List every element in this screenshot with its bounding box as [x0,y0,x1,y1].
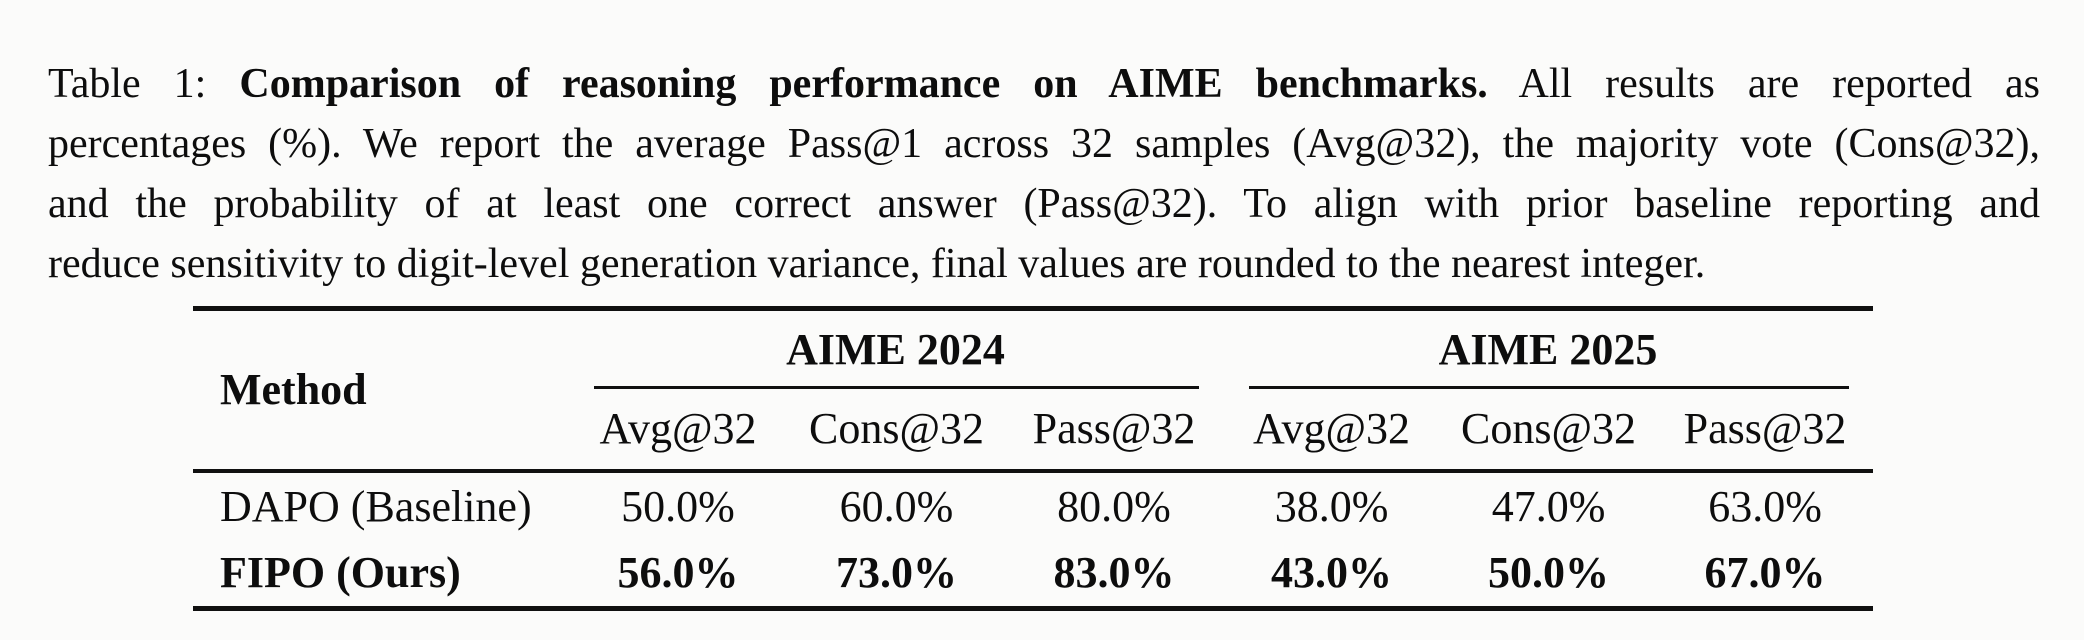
cell-dapo-2024-cons32: 60.0% [839,481,954,531]
cell-fipo-2024-avg32: 56.0% [617,548,739,598]
col-header-pass32-2025: Pass@32 [1657,388,1874,473]
caption-line-4: reduce sensitivity to digit-level genera… [48,241,1706,287]
group-label-aime-2025: AIME 2025 [1438,325,1658,375]
caption-title: Comparison of reasoning performance on A… [239,61,1488,107]
col-header-avg32-2024: Avg@32 [568,388,788,473]
col-header-method: Method [193,308,568,473]
cell-fipo-2025-cons32: 50.0% [1488,548,1610,598]
caption-line-1: Table 1: Comparison of reasoning perform… [48,54,2040,114]
table-row-fipo: FIPO (Ours) 56.0% 73.0% 83.0% 43.0% 50.0… [193,540,1873,609]
method-cell-fipo: FIPO (Ours) [220,548,461,598]
caption-label: Table 1: [48,61,207,107]
table-row-dapo: DAPO (Baseline) 50.0% 60.0% 80.0% 38.0% … [193,471,1873,540]
caption-line-1-rest: All results are reported as [1518,61,2041,107]
method-cell-dapo: DAPO (Baseline) [220,481,532,531]
results-table: Method AIME 2024 AIME 2025 Avg@32 Cons@3… [193,306,1874,611]
cell-fipo-2025-avg32: 43.0% [1271,548,1393,598]
caption-line-3: and the probability of at least one corr… [48,181,2040,227]
cell-fipo-2025-pass32: 67.0% [1704,548,1826,598]
group-header-row: Method AIME 2024 AIME 2025 [193,308,1873,473]
col-header-avg32-2025: Avg@32 [1223,388,1441,473]
group-header-aime-2024: AIME 2024 [568,309,1223,389]
cell-dapo-2024-avg32: 50.0% [621,481,735,531]
cell-dapo-2025-cons32: 47.0% [1491,481,1606,531]
cell-dapo-2024-pass32: 80.0% [1057,481,1171,531]
col-header-cons32-2024: Cons@32 [788,388,1005,473]
col-header-cons32-2025: Cons@32 [1440,388,1658,473]
cell-fipo-2024-pass32: 83.0% [1053,548,1175,598]
caption-line-2: percentages (%). We report the average P… [48,121,2040,167]
cell-dapo-2025-avg32: 38.0% [1274,481,1389,531]
table-caption: Table 1: Comparison of reasoning perform… [48,54,2040,294]
cell-dapo-2025-pass32: 63.0% [1708,481,1822,531]
subheader-row: Avg@32 Cons@32 Pass@32 Avg@32 Cons@32 Pa… [193,388,1874,473]
col-header-pass32-2024: Pass@32 [1005,388,1224,473]
group-label-aime-2024: AIME 2024 [786,325,1005,375]
cell-fipo-2024-cons32: 73.0% [836,548,957,598]
group-header-aime-2025: AIME 2025 [1223,309,1873,389]
